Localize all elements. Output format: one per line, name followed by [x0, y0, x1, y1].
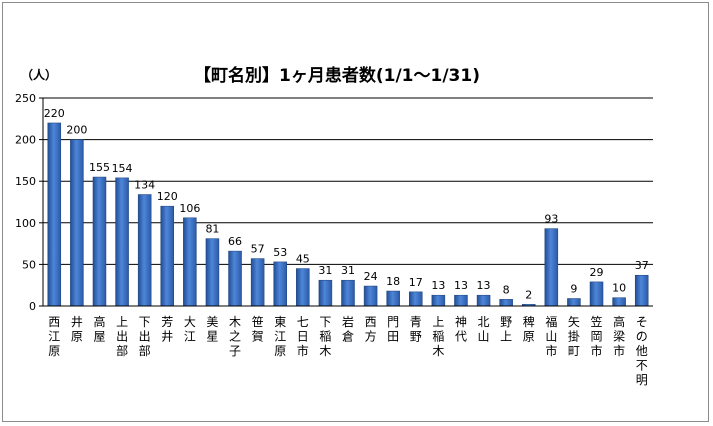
x-category-label: 北山 [478, 315, 490, 344]
x-category-label: 七日市 [297, 315, 309, 358]
data-label: 57 [251, 243, 265, 256]
bar [341, 279, 355, 307]
data-label: 155 [89, 161, 110, 174]
x-category-label: 木之子 [229, 315, 241, 358]
chart-title: 【町名別】1ヶ月患者数(1/1～1/31) [194, 65, 480, 86]
x-category-label: 西方 [365, 315, 377, 344]
bar [431, 294, 446, 307]
bar [589, 281, 604, 307]
bar [183, 217, 197, 307]
x-category-label: 笠岡市 [591, 314, 603, 358]
data-label: 120 [157, 190, 178, 203]
data-label: 13 [454, 279, 468, 292]
data-label: 31 [318, 264, 332, 277]
bar [567, 298, 581, 307]
data-label: 13 [431, 279, 445, 292]
x-category-label: 岩倉 [342, 314, 354, 344]
data-label: 18 [386, 275, 400, 288]
chart-frame: 【町名別】1ヶ月患者数(1/1～1/31) （人） 220 200 155 154 13… [2, 2, 709, 422]
bar [363, 285, 378, 307]
bar [544, 228, 559, 307]
bar [205, 238, 220, 307]
bar [386, 290, 400, 307]
x-category-label: 大江 [184, 315, 196, 344]
bar [250, 258, 265, 307]
data-label: 45 [296, 253, 310, 266]
x-category-label: 神代 [455, 315, 467, 344]
x-category-label: その他不明 [636, 315, 648, 387]
x-category-label: 高梁市 [613, 314, 625, 358]
x-category-label: 上稲木 [432, 315, 444, 358]
bar [476, 294, 491, 307]
data-label: 2 [525, 288, 532, 301]
y-tick-label: 100 [15, 217, 36, 230]
x-category-label: 東江原 [274, 315, 286, 358]
data-label: 53 [273, 246, 287, 259]
bar [47, 122, 62, 307]
data-label: 66 [228, 235, 242, 248]
x-category-label: 芳井 [161, 315, 173, 344]
data-label: 93 [544, 213, 558, 226]
bar [160, 205, 175, 307]
bar [137, 194, 152, 307]
bar [499, 299, 513, 307]
bar [92, 176, 107, 307]
data-label: 29 [590, 266, 604, 279]
data-label: 134 [134, 179, 155, 192]
x-category-label: 下稲木 [319, 315, 331, 358]
y-tick-label: 200 [15, 134, 36, 147]
data-label: 220 [44, 107, 65, 120]
data-label: 17 [409, 276, 423, 289]
bar [70, 139, 84, 307]
data-label: 13 [477, 279, 491, 292]
x-category-label: 門田 [387, 315, 399, 344]
x-category-label: 福山市 [545, 314, 557, 358]
y-tick-label: 250 [15, 92, 36, 105]
x-category-label: 野上 [500, 315, 512, 344]
bar [409, 291, 423, 307]
bar [115, 177, 129, 307]
data-label: 31 [341, 264, 355, 277]
bar [634, 274, 649, 307]
x-category-label: 青野 [410, 315, 422, 344]
x-category-label: 美星 [206, 315, 218, 344]
data-label: 81 [205, 223, 219, 236]
x-category-label: 上出部 [116, 315, 128, 358]
data-label: 37 [635, 259, 649, 272]
bar [318, 279, 333, 307]
data-label: 106 [179, 202, 200, 215]
y-tick-label: 0 [29, 300, 36, 313]
y-tick-label: 150 [15, 175, 36, 188]
bar [296, 268, 310, 307]
data-label: 10 [612, 282, 626, 295]
data-label: 200 [66, 124, 87, 137]
x-category-label: 矢掛町 [568, 315, 580, 358]
data-label: 24 [364, 270, 378, 283]
bar [612, 297, 626, 307]
y-axis-unit-label: （人） [21, 67, 57, 82]
x-category-label: 西江原 [48, 315, 60, 358]
y-tick-label: 50 [22, 258, 36, 271]
x-category-label: 高屋 [93, 314, 105, 344]
bar [454, 294, 468, 307]
axes: 0 50 100 150 200 250 西江原井原高屋上出部下出部芳井大江美星木之子笹賀東… [15, 92, 653, 387]
x-category-label: 稗原 [523, 314, 535, 344]
x-category-label: 井原 [71, 315, 83, 344]
data-label: 154 [112, 162, 133, 175]
data-label: 8 [503, 283, 510, 296]
bar [228, 250, 242, 307]
x-category-label: 下出部 [139, 315, 151, 358]
bar [273, 261, 287, 307]
data-label: 9 [570, 283, 577, 296]
x-category-label: 笹賀 [252, 315, 264, 344]
